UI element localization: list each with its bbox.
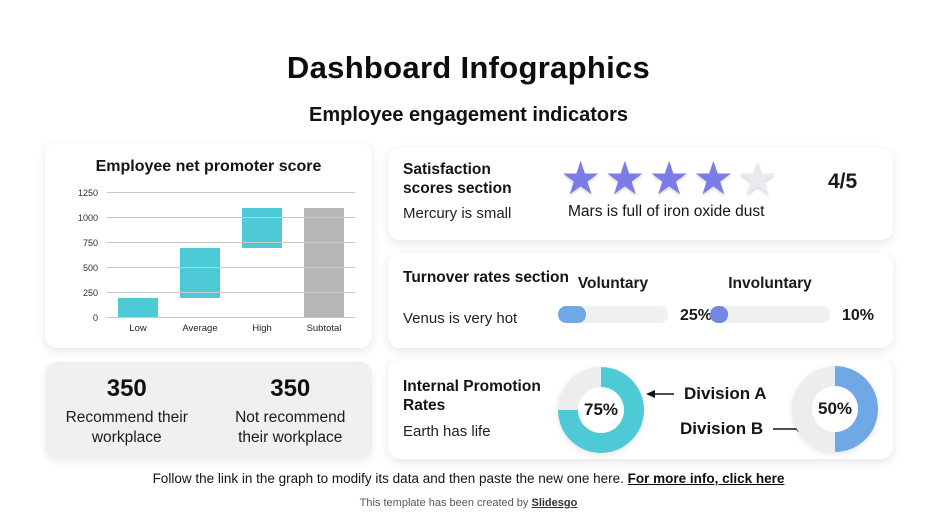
star-filled-icon: ★ (648, 152, 690, 204)
voluntary-progress-fill (558, 306, 586, 323)
more-info-link[interactable]: For more info, click here (627, 471, 785, 486)
bar-subtotal (304, 208, 344, 318)
bar-slot-low (107, 193, 169, 318)
gridline-1250 (107, 192, 355, 193)
x-tick-label-average: Average (182, 323, 218, 334)
x-tick-label-subtotal: Subtotal (306, 323, 342, 334)
turnover-title: Turnover rates section (403, 269, 569, 286)
y-tick-label-750: 750 (82, 238, 98, 248)
stat-not-recommend-value: 350 (270, 375, 311, 402)
rating-value: 4/5 (828, 170, 858, 193)
involuntary-label: Involuntary (728, 275, 812, 292)
gridline-750 (107, 242, 355, 243)
page-title: Dashboard Infographics (286, 50, 651, 85)
legend-division-b-label: Division B (680, 419, 764, 438)
y-tick-label-1000: 1000 (77, 213, 98, 223)
voluntary-percent: 25% (680, 307, 713, 324)
promotion-title: Internal Promotion Rates (403, 378, 541, 415)
legend-division-a-label: Division A (684, 384, 767, 403)
bar-slot-high (231, 193, 293, 318)
promotion-subtitle: Earth has life (403, 423, 491, 440)
division-a-donut-value: 75% (583, 400, 619, 419)
star-filled-icon: ★ (604, 152, 646, 204)
gridline-250 (107, 292, 355, 293)
x-tick-label-low: Low (129, 323, 147, 334)
satisfaction-title: Satisfaction scores section (403, 161, 512, 198)
stat-recommend-label: Recommend their workplace (65, 409, 188, 447)
stat-not-recommend-label: Not recommend their workplace (235, 409, 346, 447)
x-tick-label-high: High (252, 323, 272, 334)
credit-text: This template has been created by (359, 497, 529, 509)
promotion-card: Internal Promotion Rates Earth has life … (388, 360, 893, 459)
recommendation-stats-card: 350 Recommend their workplace 350 Not re… (45, 362, 372, 459)
star-filled-icon: ★ (692, 152, 734, 204)
turnover-subtitle: Venus is very hot (403, 310, 518, 327)
division-b-donut-value: 50% (817, 399, 853, 418)
stat-recommend: 350 Recommend their workplace (45, 362, 209, 459)
satisfaction-card: Satisfaction scores section Mercury is s… (388, 148, 893, 240)
y-tick-label-500: 500 (82, 263, 98, 273)
credit-line: This template has been created by Slides… (0, 497, 937, 509)
voluntary-progress-track (558, 306, 668, 323)
involuntary-progress-track (710, 306, 830, 323)
y-tick-label-0: 0 (92, 313, 98, 323)
division-a-donut-chart: 75% (558, 367, 644, 453)
involuntary-percent: 10% (842, 307, 875, 324)
star-empty-icon: ★ (737, 152, 779, 204)
y-tick-label-1250: 1250 (77, 188, 98, 198)
arrow-left-icon (646, 390, 674, 398)
bar-slot-subtotal (293, 193, 355, 318)
division-b-donut-chart: 50% (792, 366, 878, 452)
gridline-0 (107, 317, 355, 318)
bar-low (118, 298, 158, 318)
satisfaction-subtitle: Mercury is small (403, 205, 512, 222)
stat-recommend-value: 350 (106, 375, 147, 402)
footer-note: Follow the link in the graph to modify i… (0, 471, 937, 486)
turnover-card: Turnover rates section Venus is very hot… (388, 253, 893, 348)
star-rating: ★ ★ ★ ★ ★ (560, 152, 778, 204)
bar-average (180, 248, 220, 298)
page-subtitle: Employee engagement indicators (309, 104, 628, 126)
gridline-500 (107, 267, 355, 268)
nps-chart-title: Employee net promoter score (95, 158, 322, 175)
satisfaction-caption: Mars is full of iron oxide dust (568, 203, 765, 220)
gridline-1000 (107, 217, 355, 218)
involuntary-progress-fill (710, 306, 728, 323)
waterfall-x-axis-labels: Low Average High Subtotal (107, 323, 355, 334)
legend-division-a: Division A (646, 384, 767, 404)
stat-not-recommend: 350 Not recommend their workplace (209, 362, 373, 459)
nps-chart-card: Employee net promoter score 0 250 500 750 10… (45, 143, 372, 348)
footer-note-text: Follow the link in the graph to modify i… (152, 471, 624, 486)
waterfall-chart: 0 250 500 750 1000 1250 (78, 188, 355, 323)
legend-division-b: Division B (680, 419, 803, 439)
waterfall-bars (107, 193, 355, 318)
bar-high (242, 208, 282, 248)
star-filled-icon: ★ (560, 152, 602, 204)
bar-slot-average (169, 193, 231, 318)
voluntary-label: Voluntary (577, 275, 649, 292)
y-tick-label-250: 250 (82, 288, 98, 298)
slidesgo-link[interactable]: Slidesgo (531, 497, 578, 509)
